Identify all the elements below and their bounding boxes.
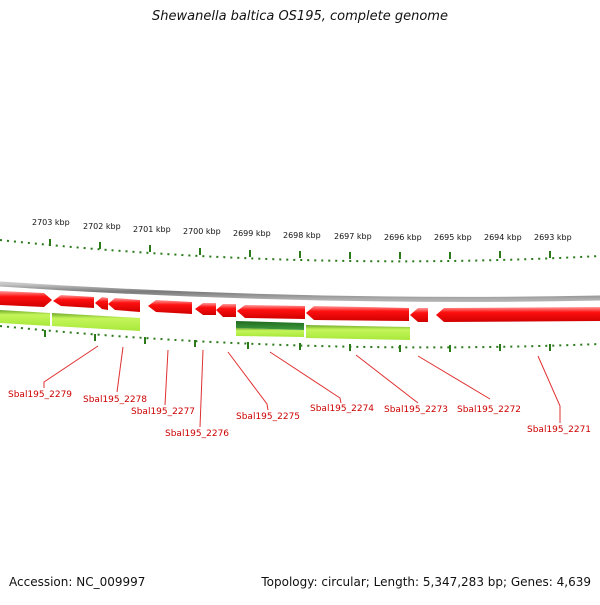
scale-label: 2700 kbp [183, 227, 221, 236]
gene-labels: Sbal195_2279 Sbal195_2278 Sbal195_2277 S… [8, 390, 591, 439]
leader-line [199, 349, 204, 428]
lime-feature [0, 310, 50, 326]
scale-label: 2701 kbp [133, 225, 171, 234]
gene-arrow [53, 295, 94, 308]
leader-line [116, 346, 124, 393]
scale-label: 2697 kbp [334, 232, 372, 241]
accession-text: Accession: NC_009997 [9, 575, 146, 589]
dark-green-feature [236, 321, 304, 330]
label-leader-lines [43, 345, 561, 428]
gene-arrow [95, 297, 108, 310]
gene-label: Sbal195_2278 [83, 395, 147, 405]
gene-arrow [108, 298, 140, 312]
gene-arrow [0, 291, 52, 307]
lime-feature [306, 325, 410, 340]
leader-line [164, 349, 169, 406]
leader-line [227, 351, 269, 411]
scale-labels: 2703 kbp 2702 kbp 2701 kbp 2700 kbp 2699… [32, 218, 572, 242]
gene-label: Sbal195_2271 [527, 425, 591, 435]
genome-backbone [0, 281, 600, 302]
gene-label: Sbal195_2279 [8, 390, 72, 400]
scale-label: 2698 kbp [283, 231, 321, 240]
lower-tick-ruler [0, 325, 600, 349]
gene-label: Sbal195_2275 [236, 412, 300, 422]
leader-line [43, 345, 99, 388]
gene-arrows [0, 291, 600, 322]
gene-arrow [216, 304, 236, 317]
gene-arrow [148, 300, 192, 314]
leader-line [537, 355, 561, 423]
scale-label: 2703 kbp [32, 218, 70, 227]
upper-major-ticks [49, 239, 551, 259]
scale-label: 2702 kbp [83, 222, 121, 231]
scale-label: 2699 kbp [233, 229, 271, 238]
leader-line [417, 355, 491, 400]
lime-feature [236, 328, 304, 337]
gene-label: Sbal195_2273 [384, 405, 448, 415]
lower-major-ticks [44, 330, 551, 352]
scale-label: 2696 kbp [384, 233, 422, 242]
gene-arrow [195, 303, 216, 315]
gene-arrow [436, 307, 600, 322]
gene-label: Sbal195_2274 [310, 404, 374, 414]
leader-line [355, 354, 419, 404]
genome-summary-text: Topology: circular; Length: 5,347,283 bp… [261, 575, 591, 589]
scale-label: 2694 kbp [484, 233, 522, 242]
gene-label: Sbal195_2277 [131, 407, 195, 417]
upper-tick-ruler [0, 239, 600, 263]
gene-arrow [306, 306, 409, 321]
genome-title: Shewanella baltica OS195, complete genom… [152, 9, 448, 24]
gene-arrow [410, 308, 428, 322]
gene-arrow [237, 305, 305, 319]
lime-features [0, 310, 410, 340]
gene-label: Sbal195_2272 [457, 405, 521, 415]
scale-label: 2693 kbp [534, 233, 572, 242]
scale-label: 2695 kbp [434, 233, 472, 242]
gene-label: Sbal195_2276 [165, 429, 229, 439]
lime-feature [52, 313, 140, 331]
leader-line [269, 351, 342, 404]
